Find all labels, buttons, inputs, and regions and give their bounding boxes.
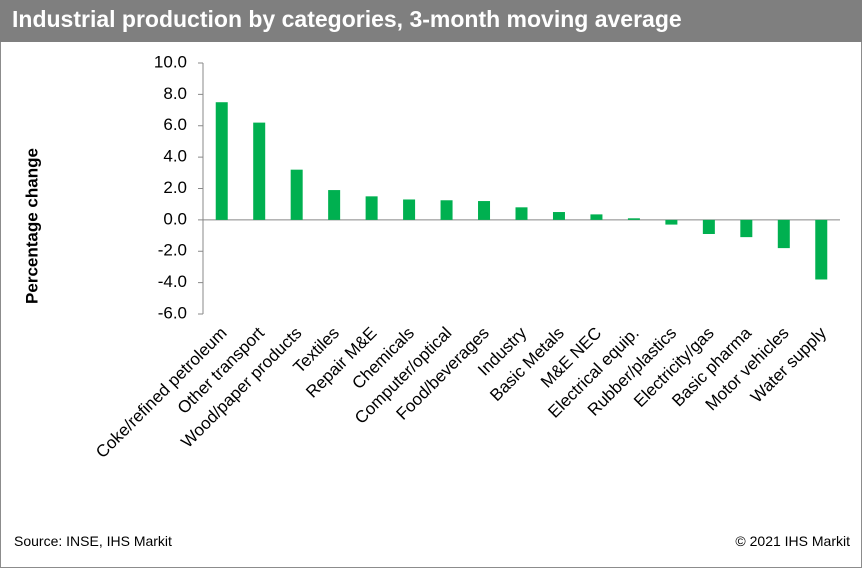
bar bbox=[552, 212, 565, 220]
bar bbox=[215, 102, 228, 220]
title-bar bbox=[0, 0, 862, 42]
y-tick-label: -6.0 bbox=[158, 303, 187, 322]
y-tick-label: 6.0 bbox=[163, 115, 187, 134]
bar bbox=[590, 214, 603, 220]
chart-title: Industrial production by categories, 3-m… bbox=[12, 6, 682, 32]
bar bbox=[515, 207, 528, 220]
y-tick-label: -4.0 bbox=[158, 272, 187, 291]
bar bbox=[702, 219, 715, 234]
copyright: © 2021 IHS Markit bbox=[735, 533, 850, 549]
bar bbox=[740, 219, 753, 238]
y-axis-label: Percentage change bbox=[22, 148, 41, 304]
bar bbox=[290, 169, 303, 220]
y-tick-label: 10.0 bbox=[154, 52, 187, 71]
y-tick-label: -2.0 bbox=[158, 241, 187, 260]
bar bbox=[328, 190, 341, 220]
source: Source: INSE, IHS Markit bbox=[14, 533, 172, 549]
bar bbox=[403, 199, 416, 220]
y-tick-label: 2.0 bbox=[163, 178, 187, 197]
bar bbox=[253, 122, 266, 220]
bar bbox=[665, 219, 678, 225]
y-tick-label: 8.0 bbox=[163, 84, 187, 103]
bar bbox=[815, 219, 828, 280]
bar bbox=[365, 196, 378, 220]
y-tick-label: 0.0 bbox=[163, 209, 187, 228]
y-tick-label: 4.0 bbox=[163, 147, 187, 166]
bar bbox=[478, 201, 491, 220]
bar bbox=[440, 200, 453, 220]
bar bbox=[777, 219, 790, 249]
bar bbox=[627, 218, 640, 220]
